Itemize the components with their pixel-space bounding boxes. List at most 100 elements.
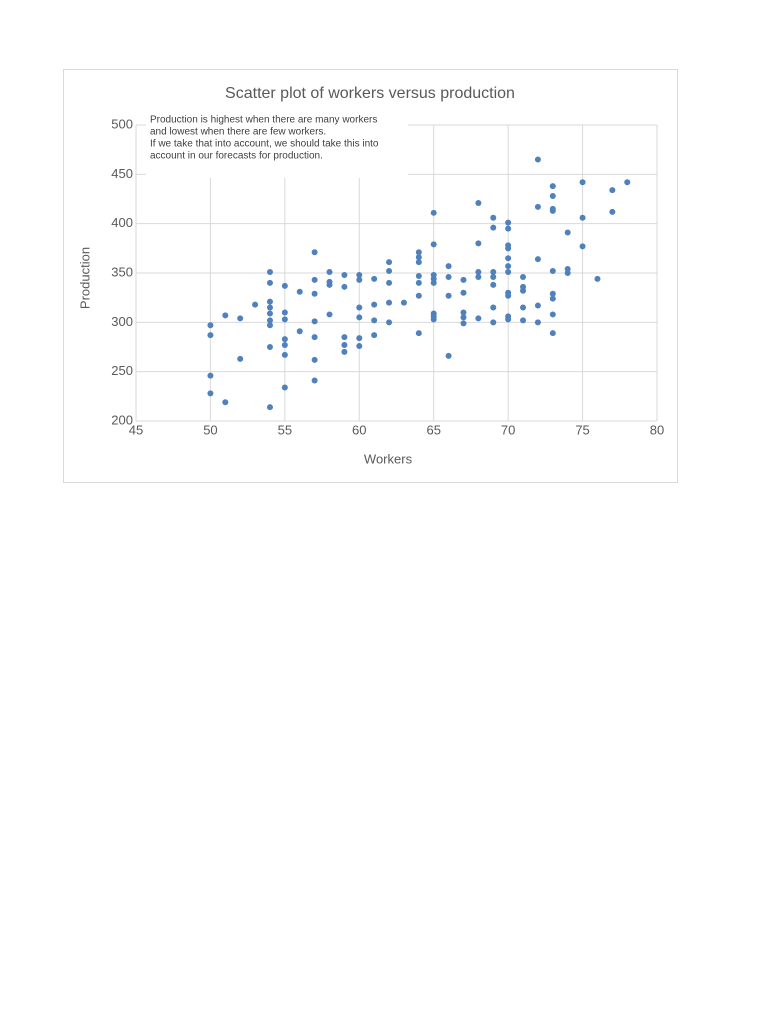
x-tick-label: 65 [426,422,440,437]
point [549,207,556,214]
point [415,292,422,299]
point [326,311,333,318]
point [415,272,422,279]
point [430,241,437,248]
y-tick-label: 350 [111,264,133,279]
point [609,208,616,215]
point [266,317,273,324]
point [386,299,393,306]
annotation-line: Production is highest when there are man… [150,115,377,126]
point [341,342,348,349]
point [490,304,497,311]
point [266,344,273,350]
point [564,270,571,276]
point [386,259,393,266]
point [505,316,512,323]
point [549,193,556,200]
point [207,332,214,339]
point [356,304,363,311]
point [400,299,407,306]
point [549,268,556,275]
point [490,319,497,326]
x-tick-label: 50 [203,422,217,437]
point [579,214,586,221]
annotation-line: account in our forecasts for production. [150,151,323,162]
point [207,372,214,379]
point [266,310,273,317]
point [237,315,244,322]
chart-title: Scatter plot of workers versus productio… [225,85,515,102]
point [505,263,512,270]
point [386,279,393,286]
point [505,255,512,262]
point [281,309,288,316]
point [296,328,303,335]
point [415,254,422,261]
point [341,283,348,290]
point [311,377,318,384]
annotation: Production is highest when there are man… [150,115,379,162]
point [549,311,556,318]
point [594,275,601,282]
point [207,390,214,397]
y-tick-label: 500 [111,116,133,131]
point [445,292,452,299]
x-axis-title: Workers [364,451,413,466]
point [237,355,244,362]
point [281,316,288,323]
point [534,302,541,309]
point [266,298,273,305]
x-tick-label: 80 [650,422,664,437]
point [445,352,452,359]
point [520,273,527,280]
point [549,183,556,190]
point [311,356,318,363]
point [564,229,571,236]
point [386,319,393,326]
point [475,315,482,322]
y-axis-title: Production [77,247,92,309]
point [341,271,348,278]
point [326,281,333,288]
point [624,179,631,186]
annotation-line: If we take that into account, we should … [150,139,379,150]
point [371,317,378,324]
point [386,268,393,275]
annotation-line: and lowest when there are few workers. [150,127,326,138]
point [430,316,437,323]
point [311,249,318,256]
annotation-box [146,113,408,178]
point [281,336,288,343]
point [520,287,527,294]
point [266,279,273,286]
point [445,263,452,270]
point [505,225,512,232]
point [311,290,318,297]
point [460,289,467,296]
point [534,203,541,210]
point [356,343,363,350]
point [534,319,541,326]
point [475,199,482,206]
point [430,279,437,286]
point [266,269,273,276]
points [207,156,631,411]
point [356,314,363,321]
point [356,271,363,278]
point [415,279,422,286]
point [520,317,527,324]
point [222,399,229,406]
x-tick-label: 45 [129,422,143,437]
point [460,276,467,283]
x-tick-label: 75 [575,422,589,437]
point [445,273,452,280]
point [341,334,348,341]
point [490,214,497,221]
point [281,384,288,391]
point [415,330,422,337]
point [281,351,288,358]
point [281,342,288,349]
point [415,259,422,266]
point [222,312,229,319]
